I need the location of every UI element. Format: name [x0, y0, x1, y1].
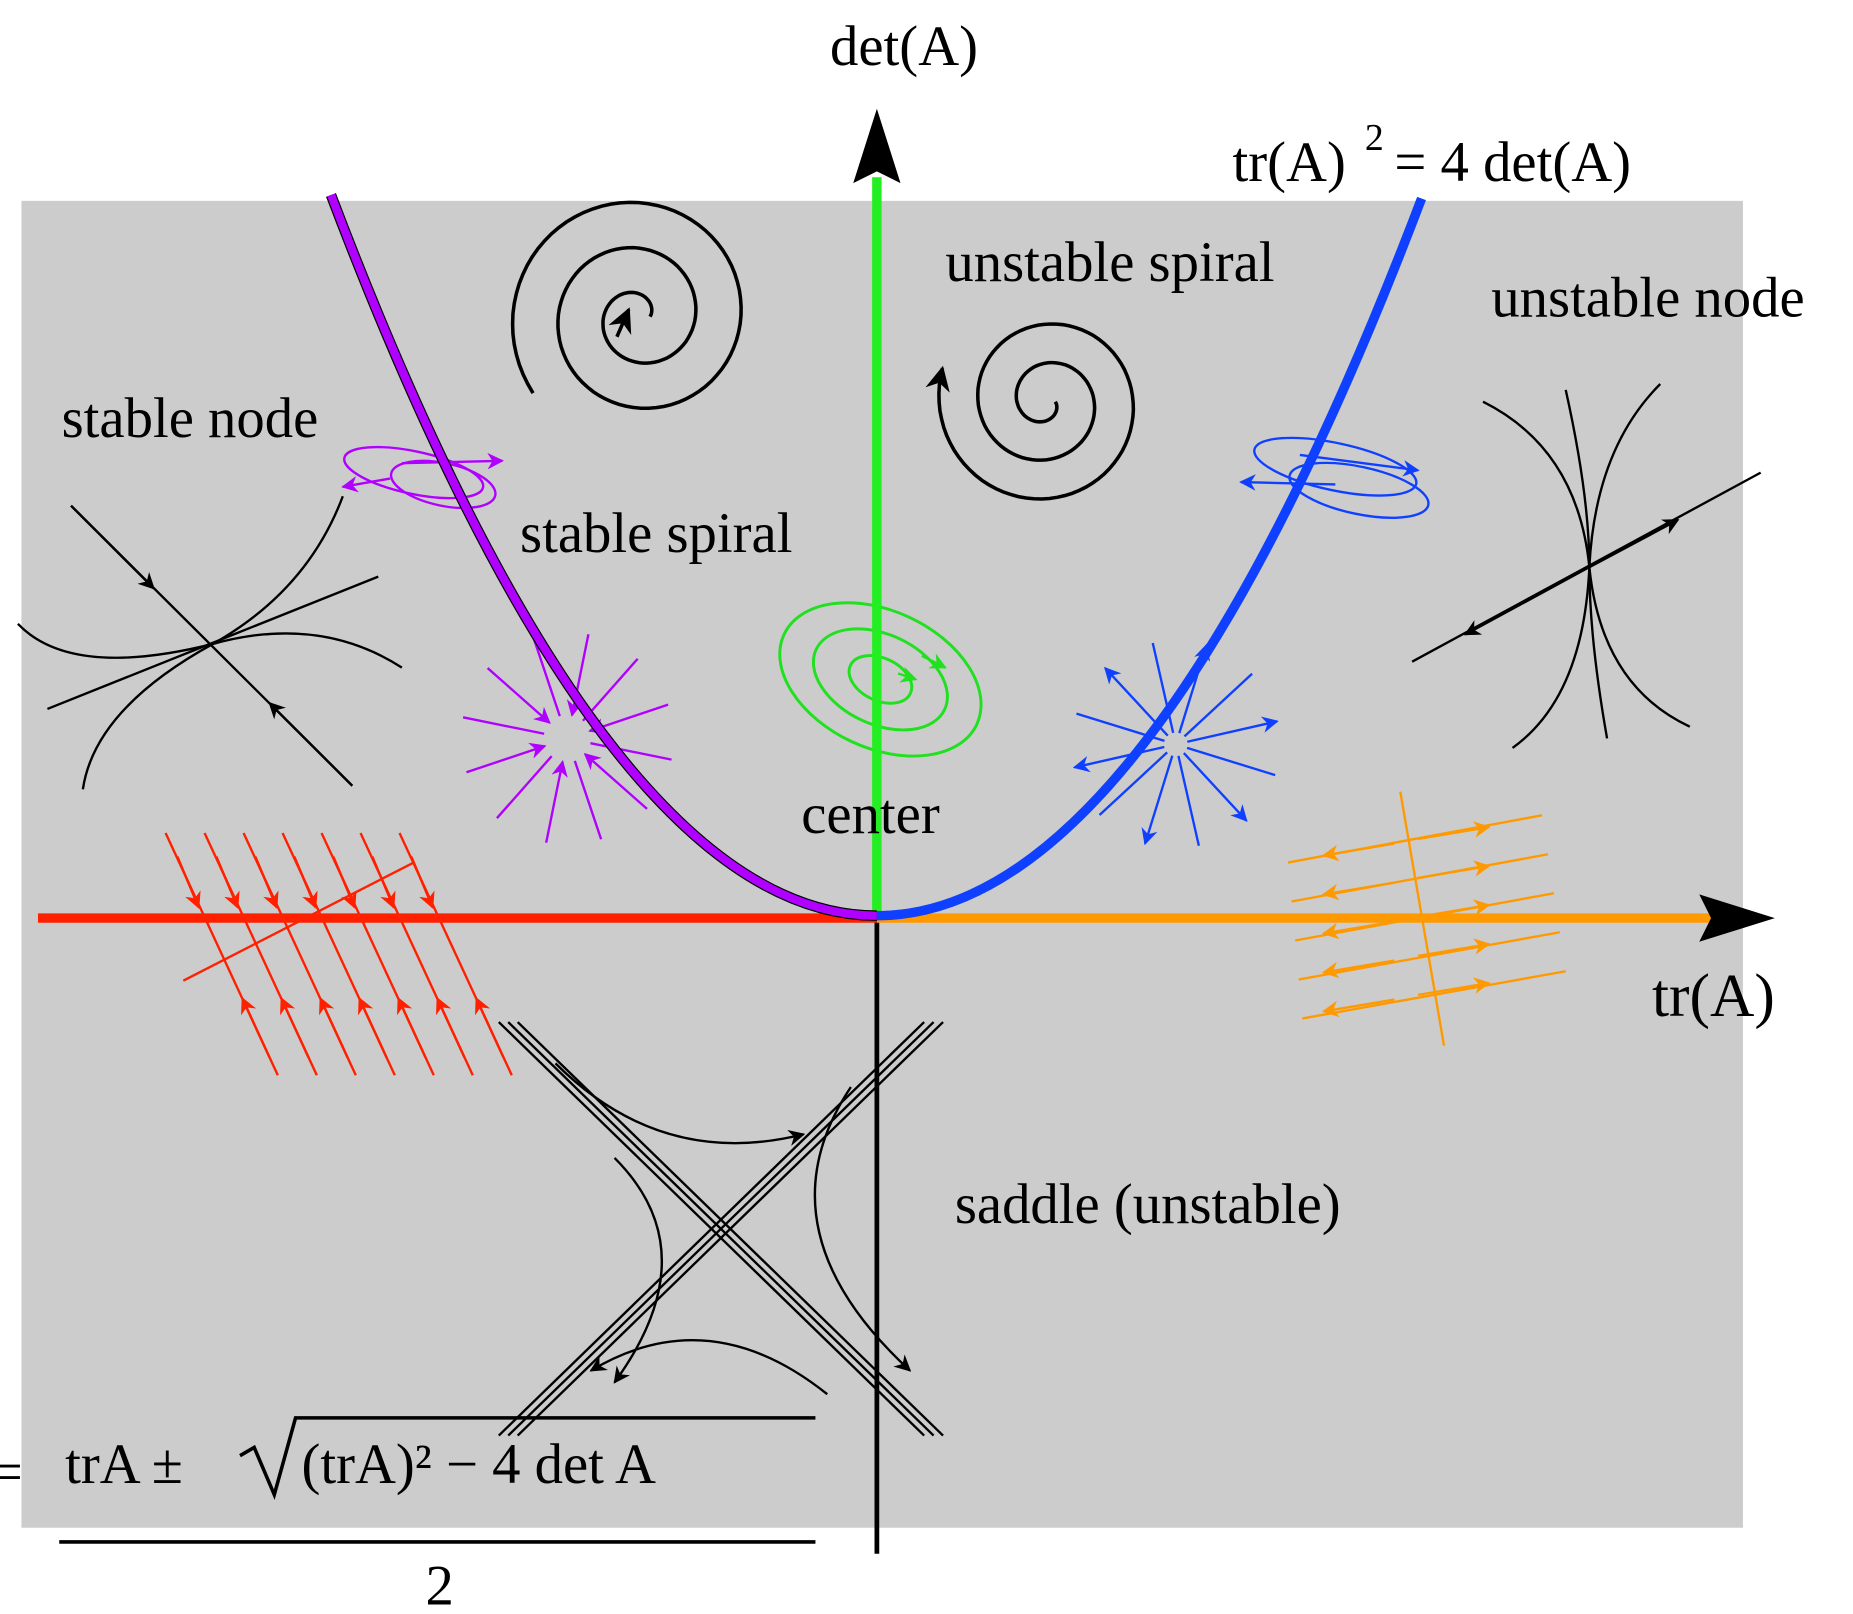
formula-prefix: = — [0, 1441, 23, 1504]
curve-label-exponent: 2 — [1365, 117, 1384, 159]
region-label: stable node — [62, 387, 319, 450]
curve-label-rhs: = 4 det(A) — [1394, 131, 1631, 194]
det-arrow — [853, 109, 900, 183]
region-label: saddle (unstable) — [955, 1173, 1341, 1236]
region-label: unstable spiral — [945, 231, 1274, 294]
formula-radicand: (trA)² − 4 det A — [301, 1433, 656, 1496]
page: {"axes": {"vertical_label": "det(A)", "h… — [0, 0, 1853, 1614]
formula-denominator: 2 — [426, 1555, 454, 1614]
det-label: det(A) — [830, 15, 978, 78]
region-label: stable spiral — [520, 502, 792, 565]
tr-label: tr(A) — [1652, 962, 1775, 1030]
curve-label-base: tr(A) — [1233, 131, 1346, 194]
phase-diagram: det(A) tr(A) tr(A) 2 = 4 det(A) unstable… — [0, 0, 1853, 1614]
region-label: unstable node — [1491, 267, 1804, 330]
region-label: center — [801, 783, 940, 846]
formula-numerator: trA ± — [65, 1433, 183, 1496]
